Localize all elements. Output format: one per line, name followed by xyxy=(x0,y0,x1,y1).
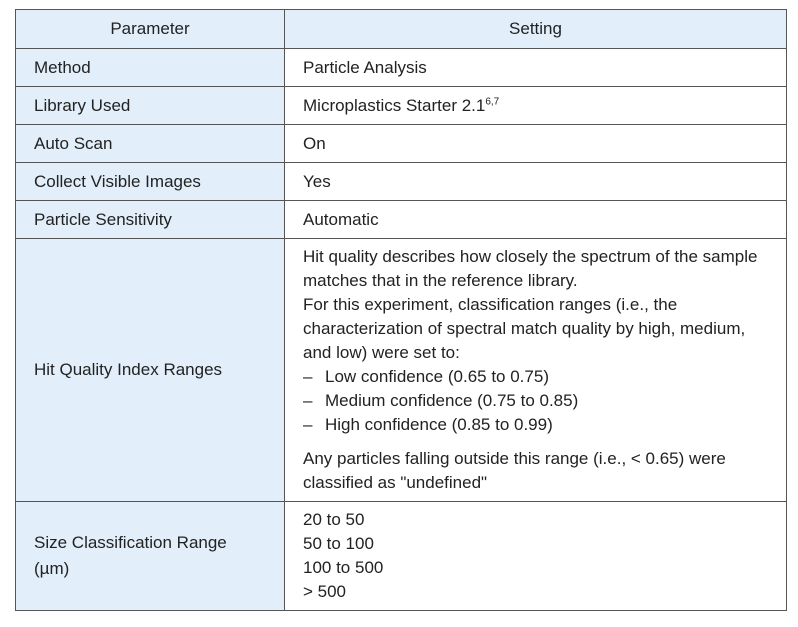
size-range: 100 to 500 xyxy=(303,558,384,577)
parameter-cell: Library Used xyxy=(15,86,285,125)
list-item-text: High confidence (0.85 to 0.99) xyxy=(325,415,553,434)
dash: – xyxy=(303,391,313,410)
header-parameter: Parameter xyxy=(15,9,285,49)
parameter-cell: Particle Sensitivity xyxy=(15,200,285,239)
setting-text: Microplastics Starter 2.1 xyxy=(303,95,486,115)
table-row: Method Particle Analysis xyxy=(15,48,787,87)
parameter-cell: Hit Quality Index Ranges xyxy=(15,238,285,502)
hit-quality-note: Any particles falling outside this range… xyxy=(303,449,726,492)
setting-cell: On xyxy=(284,124,787,163)
list-item-text: Low confidence (0.65 to 0.75) xyxy=(325,367,549,386)
size-range: 20 to 50 xyxy=(303,510,365,529)
table-row: Particle Sensitivity Automatic xyxy=(15,200,787,239)
parameter-cell: Method xyxy=(15,48,285,87)
list-item: – Low confidence (0.65 to 0.75) xyxy=(303,365,768,389)
table-row: Library Used Microplastics Starter 2.16,… xyxy=(15,86,787,125)
parameter-cell: Auto Scan xyxy=(15,124,285,163)
size-range: 50 to 100 xyxy=(303,534,374,553)
header-setting: Setting xyxy=(284,9,787,49)
hit-quality-ranges-intro: For this experiment, classification rang… xyxy=(303,295,746,362)
setting-cell: Yes xyxy=(284,162,787,201)
parameter-cell: Size Classification Range (µm) xyxy=(15,501,285,611)
setting-cell: Hit quality describes how closely the sp… xyxy=(284,238,787,502)
list-item-text: Medium confidence (0.75 to 0.85) xyxy=(325,391,579,410)
header-row: Parameter Setting xyxy=(15,9,787,49)
parameters-table: Parameter Setting Method Particle Analys… xyxy=(15,9,787,611)
size-range: > 500 xyxy=(303,582,347,601)
setting-cell: 20 to 50 50 to 100 100 to 500 > 500 xyxy=(284,501,787,611)
table-row: Auto Scan On xyxy=(15,124,787,163)
table-row: Size Classification Range (µm) 20 to 50 … xyxy=(15,501,787,611)
setting-cell: Particle Analysis xyxy=(284,48,787,87)
dash: – xyxy=(303,367,313,386)
table-row: Collect Visible Images Yes xyxy=(15,162,787,201)
list-item: – Medium confidence (0.75 to 0.85) xyxy=(303,389,768,413)
setting-cell: Automatic xyxy=(284,200,787,239)
list-item: – High confidence (0.85 to 0.99) xyxy=(303,413,768,437)
parameter-cell: Collect Visible Images xyxy=(15,162,285,201)
table-row: Hit Quality Index Ranges Hit quality des… xyxy=(15,238,787,502)
dash: – xyxy=(303,415,313,434)
setting-cell: Microplastics Starter 2.16,7 xyxy=(284,86,787,125)
hit-quality-intro: Hit quality describes how closely the sp… xyxy=(303,247,758,290)
reference-superscript: 6,7 xyxy=(485,95,500,107)
